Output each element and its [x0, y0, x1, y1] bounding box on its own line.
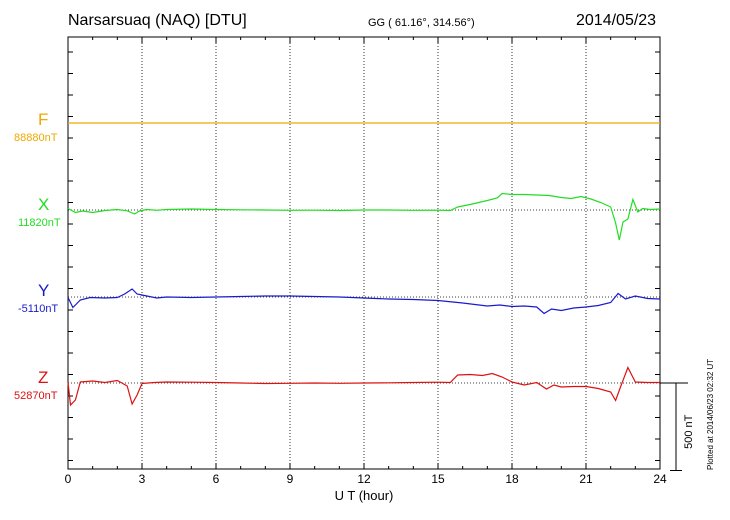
series-line-x: [67, 192, 661, 241]
series-line-y: [67, 288, 661, 315]
x-axis-label: U T (hour): [335, 488, 394, 503]
component-y-baseline: -5110nT: [18, 303, 59, 315]
component-z-baseline: 52870nT: [14, 390, 58, 402]
x-tick-label: 9: [287, 472, 294, 486]
x-tick-label: 12: [357, 472, 371, 486]
component-f-baseline: 88880nT: [14, 132, 58, 144]
component-x-baseline: 11820nT: [18, 217, 61, 229]
x-tick-label: 18: [505, 472, 519, 486]
component-x-label: X: [38, 195, 50, 214]
component-z-label: Z: [38, 368, 49, 387]
x-tick-label: 24: [653, 472, 667, 486]
component-f-label: F: [38, 110, 49, 129]
x-tick-label: 6: [213, 472, 220, 486]
plot-date: 2014/05/23: [576, 12, 657, 29]
x-tick-label: 0: [65, 472, 72, 486]
station-coordinates: GG ( 61.16°, 314.56°): [368, 17, 475, 29]
component-y-label: Y: [38, 281, 50, 300]
scale-bar-label: 500 nT: [683, 414, 695, 449]
series-line-z: [67, 366, 660, 407]
station-title: Narsarsuaq (NAQ) [DTU]: [68, 12, 247, 29]
x-tick-label: 21: [579, 472, 593, 486]
x-tick-label: 3: [139, 472, 146, 486]
x-tick-label: 15: [431, 472, 445, 486]
